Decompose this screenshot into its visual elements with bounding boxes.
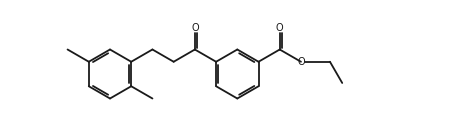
Text: O: O <box>276 23 284 33</box>
Text: O: O <box>297 57 305 67</box>
Text: O: O <box>191 23 199 33</box>
